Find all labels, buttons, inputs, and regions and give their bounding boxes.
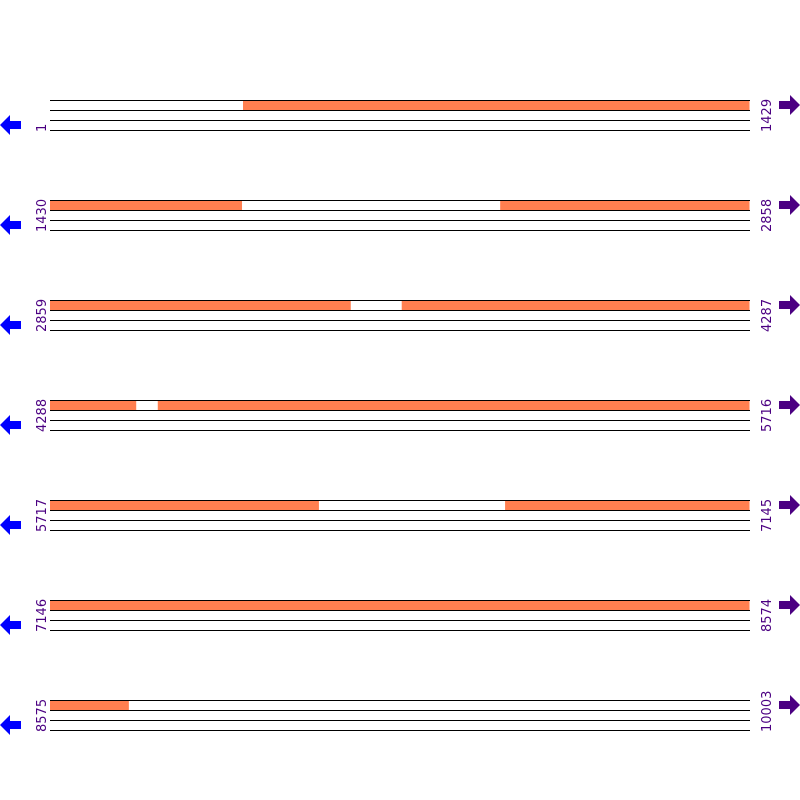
left-arrow-icon[interactable] [0, 215, 21, 235]
row-end-label: 10003 [760, 691, 775, 732]
row-end-label: 5716 [760, 399, 775, 432]
row-start-label: 8575 [35, 699, 50, 732]
row-start-label: 5717 [35, 499, 50, 532]
right-arrow-icon[interactable] [779, 295, 800, 315]
coverage-segment [50, 700, 129, 710]
coverage-segment [500, 200, 750, 210]
coverage-segment [50, 600, 750, 610]
coverage-segment [50, 200, 243, 210]
right-arrow-icon[interactable] [779, 595, 800, 615]
sequence-row: 2859 4287 [0, 295, 800, 335]
row-end-label: 1429 [760, 99, 775, 132]
row-start-label: 1 [35, 124, 50, 132]
right-arrow-icon[interactable] [779, 495, 800, 515]
left-arrow-icon[interactable] [0, 115, 21, 135]
coverage-segment [157, 400, 750, 410]
left-arrow-icon[interactable] [0, 315, 21, 335]
coverage-segment [50, 500, 319, 510]
row-start-label: 1430 [35, 199, 50, 232]
left-arrow-icon[interactable] [0, 615, 21, 635]
right-arrow-icon[interactable] [779, 695, 800, 715]
left-arrow-icon[interactable] [0, 515, 21, 535]
coverage-segment [50, 300, 351, 310]
coverage-segment [243, 100, 750, 110]
row-start-label: 2859 [35, 299, 50, 332]
coverage-segment [505, 500, 750, 510]
right-arrow-icon[interactable] [779, 95, 800, 115]
sequence-row: 7146 8574 [0, 595, 800, 635]
right-arrow-icon[interactable] [779, 395, 800, 415]
sequence-row: 8575 10003 [0, 691, 800, 735]
sequence-row: 1 1429 [0, 95, 800, 135]
row-end-label: 8574 [760, 599, 775, 632]
sequence-row: 4288 5716 [0, 395, 800, 435]
left-arrow-icon[interactable] [0, 415, 21, 435]
left-arrow-icon[interactable] [0, 715, 21, 735]
coverage-segment [50, 400, 137, 410]
row-end-label: 7145 [760, 499, 775, 532]
right-arrow-icon[interactable] [779, 195, 800, 215]
sequence-row: 1430 2858 [0, 195, 800, 235]
coverage-segment [401, 300, 750, 310]
row-start-label: 7146 [35, 599, 50, 632]
row-start-label: 4288 [35, 399, 50, 432]
sequence-row: 5717 7145 [0, 495, 800, 535]
row-end-label: 4287 [760, 299, 775, 332]
row-end-label: 2858 [760, 199, 775, 232]
